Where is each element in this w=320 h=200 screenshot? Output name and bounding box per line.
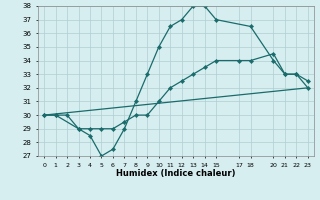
X-axis label: Humidex (Indice chaleur): Humidex (Indice chaleur) xyxy=(116,169,236,178)
